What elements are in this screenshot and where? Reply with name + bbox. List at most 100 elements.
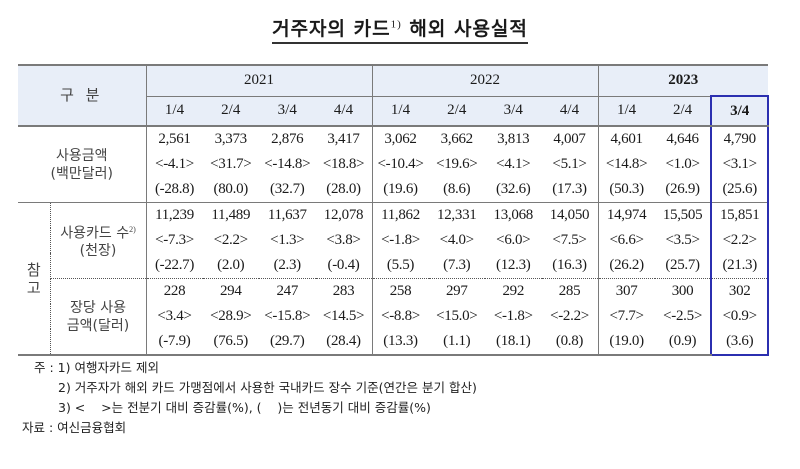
qoq-change-cell: <-2.5> [663, 308, 702, 324]
row-label-line: 사용카드 수 [60, 225, 130, 242]
quarter-header: 1/4 [597, 95, 655, 127]
value-cell: 15,851 [710, 202, 770, 228]
row-label: 장당 사용 금액(달러) [50, 278, 147, 356]
card-usage-table: 구 분 2021 2022 2023 1/4 2/4 3/4 4/4 1/4 2… [18, 64, 770, 356]
yoy-change-cell: (32.7) [259, 177, 316, 203]
qoq-change-cell: <3.1> [710, 152, 770, 177]
qoq-change-cell: <3.5> [665, 232, 700, 248]
yoy-change-cell: (32.6) [485, 177, 542, 203]
group-label-char: 고 [26, 278, 41, 297]
yoy-change-cell: (25.6) [710, 177, 770, 203]
table-row: <-4.1> <31.7> <-14.8> <18.8> <-10.4> <19.6> <4… [18, 152, 770, 177]
yoy-change-cell: (26.2) [597, 253, 655, 279]
value-cell: 4,646 [666, 131, 699, 147]
yoy-change-cell: (50.3) [597, 177, 655, 203]
footnote-1: 주 : 1) 여행자카드 제외 [34, 358, 477, 378]
yoy-change-cell: (2.3) [259, 253, 316, 279]
yoy-change-cell: (80.0) [202, 177, 260, 203]
table-row: 사용금액 (백만달러) 2,561 3,373 2,876 3,417 3,062 3,662… [18, 126, 770, 203]
yoy-change-cell: (26.9) [654, 177, 712, 203]
value-cell: 307 [597, 278, 655, 304]
yoy-change-cell: (19.0) [597, 329, 655, 356]
quarter-header: 3/4 [485, 95, 542, 127]
table-row: 장당 사용 금액(달러) 228 294 247 283 258 297 292 285 307 30… [18, 278, 770, 356]
yoy-change-cell: (2.0) [202, 253, 260, 279]
value-cell: 4,601 [597, 126, 655, 152]
year-header-2022: 2022 [371, 64, 599, 96]
quarter-header: 1/4 [371, 95, 429, 127]
row-label: 사용카드 수2) (천장) [50, 202, 147, 279]
value-cell: 283 [332, 283, 355, 299]
row-label-unit: (천장) [79, 243, 117, 260]
yoy-change-cell: (8.6) [428, 177, 486, 203]
quarter-header: 2/4 [428, 95, 486, 127]
value-cell: 2,561 [145, 126, 203, 152]
yoy-change-cell: (-28.8) [145, 177, 203, 203]
yoy-change-cell: (12.3) [485, 253, 542, 279]
value-cell: 228 [145, 278, 203, 304]
yoy-change-cell: (-0.4) [315, 253, 373, 279]
category-header: 구 분 [18, 64, 147, 127]
value-cell: 15,505 [662, 207, 703, 223]
quarter-header-highlighted: 3/4 [710, 95, 770, 127]
value-cell: 14,974 [597, 202, 655, 228]
qoq-change-cell: <-10.4> [371, 152, 429, 177]
qoq-change-cell: <-14.8> [264, 156, 311, 172]
title-text: 거주자의 카드 [272, 18, 391, 40]
value-cell: 3,373 [214, 131, 248, 147]
yoy-change-cell: (28.4) [315, 329, 373, 356]
yoy-change-cell: (18.1) [485, 329, 542, 356]
yoy-change-cell: (3.6) [710, 329, 770, 356]
page-title: 거주자의 카드1) 해외 사용실적 [0, 14, 800, 44]
value-cell: 247 [276, 283, 299, 299]
value-cell: 3,813 [497, 131, 530, 147]
yoy-change-cell: (5.5) [371, 253, 429, 279]
qoq-change-cell: <3.4> [145, 304, 203, 329]
qoq-change-cell: <28.9> [210, 308, 252, 324]
qoq-change-cell: <19.6> [436, 156, 478, 172]
qoq-change-cell: <2.2> [213, 232, 248, 248]
row-label-unit: 금액(달러) [66, 317, 130, 334]
qoq-change-cell: <31.7> [210, 156, 252, 172]
qoq-change-cell: <6.0> [496, 232, 531, 248]
row-label-unit: (백만달러) [50, 165, 113, 182]
yoy-change-cell: (13.3) [371, 329, 429, 356]
value-cell: 13,068 [493, 207, 534, 223]
source-text: 자료 : 여신금융협회 [22, 420, 127, 435]
value-cell: 4,790 [710, 126, 770, 152]
quarter-header: 4/4 [541, 95, 599, 127]
value-cell: 294 [219, 283, 242, 299]
yoy-change-cell: (-7.9) [145, 329, 203, 356]
quarter-header: 1/4 [145, 95, 203, 127]
qoq-change-cell: <-2.2> [550, 308, 589, 324]
yoy-change-cell: (28.0) [315, 177, 373, 203]
qoq-change-cell: <15.0> [436, 308, 478, 324]
value-cell: 11,862 [371, 202, 429, 228]
qoq-change-cell: <4.1> [496, 156, 531, 172]
year-header-2023: 2023 [597, 64, 769, 96]
yoy-change-cell: (29.7) [259, 329, 316, 356]
qoq-change-cell: <-4.1> [145, 152, 203, 177]
yoy-change-cell: (1.1) [428, 329, 486, 356]
qoq-change-cell: <1.3> [270, 232, 305, 248]
table-row: <3.4> <28.9> <-15.8> <14.5> <-8.8> <15.0> <-1.… [18, 304, 770, 329]
group-label-char: 참 [26, 260, 41, 279]
value-cell: 258 [371, 278, 429, 304]
qoq-change-cell: <-1.8> [371, 228, 429, 253]
qoq-change-cell: <1.0> [665, 156, 700, 172]
value-cell: 302 [710, 278, 770, 304]
table-row: (-7.9) (76.5) (29.7) (28.4) (13.3) (1.1) (18.1… [18, 329, 770, 356]
qoq-change-cell: <-8.8> [371, 304, 429, 329]
yoy-change-cell: (0.8) [541, 329, 599, 356]
value-cell: 300 [671, 283, 694, 299]
value-cell: 3,062 [371, 126, 429, 152]
yoy-change-cell: (7.3) [428, 253, 486, 279]
value-cell: 3,417 [327, 131, 360, 147]
quarter-header: 2/4 [654, 95, 712, 127]
value-cell: 4,007 [553, 131, 586, 147]
footnote-text: 1) 여행자카드 제외 [57, 360, 159, 375]
yoy-change-cell: (0.9) [654, 329, 712, 356]
value-cell: 292 [502, 283, 525, 299]
source-note: 자료 : 여신금융협회 [22, 418, 477, 438]
